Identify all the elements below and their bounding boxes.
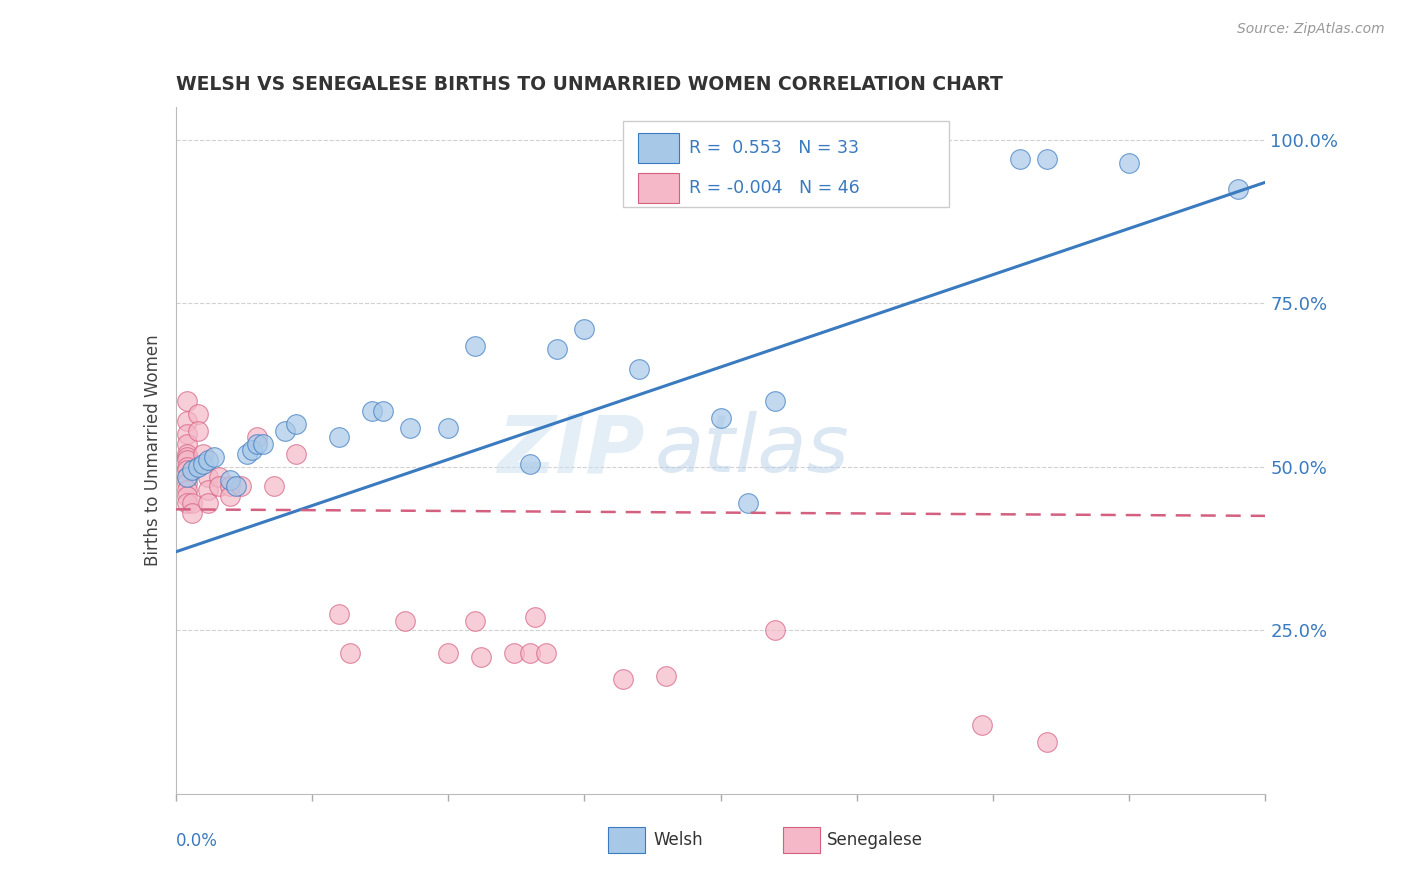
Y-axis label: Births to Unmarried Women: Births to Unmarried Women [143, 334, 162, 566]
Point [274, 424, 297, 438]
Point [763, 394, 786, 409]
Point [197, 496, 219, 510]
Point [208, 469, 231, 483]
Point [737, 496, 759, 510]
Point [197, 453, 219, 467]
Point [181, 463, 204, 477]
Text: Senegalese: Senegalese [827, 831, 924, 849]
Point [519, 457, 541, 471]
Text: Welsh: Welsh [652, 831, 703, 849]
Point [1010, 153, 1032, 167]
Point [763, 624, 786, 638]
Point [1227, 182, 1250, 196]
Point [574, 322, 596, 336]
Point [1036, 734, 1059, 748]
Point [263, 479, 285, 493]
Point [519, 646, 541, 660]
Point [176, 469, 198, 483]
Point [328, 607, 350, 621]
Point [176, 469, 198, 483]
Point [176, 437, 198, 451]
Text: Source: ZipAtlas.com: Source: ZipAtlas.com [1237, 22, 1385, 37]
Point [176, 483, 198, 497]
Point [186, 459, 209, 474]
Point [284, 417, 307, 432]
Text: atlas: atlas [655, 411, 851, 490]
Point [176, 476, 198, 491]
Text: 0.0%: 0.0% [176, 831, 218, 850]
Point [928, 155, 950, 169]
Point [534, 646, 557, 660]
Point [219, 479, 242, 493]
Point [339, 646, 361, 660]
Point [710, 410, 733, 425]
Point [176, 463, 198, 477]
Point [246, 437, 269, 451]
Point [225, 479, 247, 493]
Point [655, 669, 678, 683]
FancyBboxPatch shape [638, 173, 679, 203]
Point [328, 430, 350, 444]
Point [197, 483, 219, 497]
Point [186, 408, 209, 422]
Point [612, 673, 634, 687]
Point [464, 339, 486, 353]
Point [399, 420, 422, 434]
Point [235, 447, 257, 461]
Point [191, 457, 214, 471]
Point [240, 443, 263, 458]
Point [627, 361, 650, 376]
Point [371, 404, 394, 418]
Point [191, 447, 214, 461]
Point [176, 394, 198, 409]
FancyBboxPatch shape [783, 827, 820, 853]
Point [524, 610, 547, 624]
Point [176, 447, 198, 461]
Point [176, 496, 198, 510]
Point [186, 424, 209, 438]
Text: R =  0.553   N = 33: R = 0.553 N = 33 [689, 139, 859, 157]
Point [176, 489, 198, 503]
Point [219, 489, 242, 503]
Point [360, 404, 382, 418]
FancyBboxPatch shape [638, 133, 679, 163]
Point [176, 414, 198, 428]
Point [252, 437, 274, 451]
Point [900, 153, 922, 167]
Point [176, 459, 198, 474]
Point [437, 646, 460, 660]
Point [181, 506, 204, 520]
Point [208, 479, 231, 493]
Point [284, 447, 307, 461]
Text: WELSH VS SENEGALESE BIRTHS TO UNMARRIED WOMEN CORRELATION CHART: WELSH VS SENEGALESE BIRTHS TO UNMARRIED … [176, 75, 1002, 95]
Point [181, 496, 204, 510]
Point [176, 450, 198, 464]
Point [502, 646, 524, 660]
Point [1118, 155, 1140, 169]
Point [219, 473, 242, 487]
Point [464, 614, 486, 628]
Point [394, 614, 416, 628]
Point [246, 430, 269, 444]
FancyBboxPatch shape [623, 120, 949, 207]
Point [1036, 153, 1059, 167]
FancyBboxPatch shape [609, 827, 645, 853]
Point [176, 453, 198, 467]
Point [470, 649, 492, 664]
Point [202, 450, 225, 464]
Point [197, 469, 219, 483]
Point [176, 427, 198, 442]
Text: R = -0.004   N = 46: R = -0.004 N = 46 [689, 179, 859, 197]
Point [437, 420, 460, 434]
Text: ZIP: ZIP [496, 411, 644, 490]
Point [546, 342, 568, 356]
Point [970, 718, 993, 732]
Point [231, 479, 253, 493]
